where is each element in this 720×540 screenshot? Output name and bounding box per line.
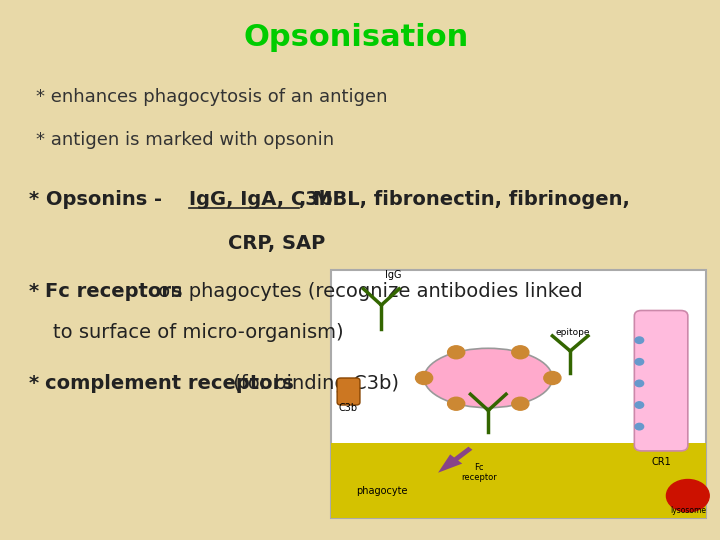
Text: epitope: epitope (556, 328, 590, 336)
Text: phagocyte: phagocyte (356, 487, 408, 496)
FancyBboxPatch shape (634, 310, 688, 451)
Text: IgG, IgA, C3b: IgG, IgA, C3b (189, 190, 333, 210)
FancyBboxPatch shape (331, 270, 706, 518)
Text: * antigen is marked with opsonin: * antigen is marked with opsonin (35, 131, 334, 150)
Circle shape (635, 423, 644, 430)
Circle shape (635, 337, 644, 343)
Text: CR1: CR1 (652, 457, 671, 467)
Circle shape (448, 397, 464, 410)
Text: * Opsonins -: * Opsonins - (29, 190, 168, 210)
Circle shape (635, 359, 644, 365)
Text: complement receptors: complement receptors (45, 374, 294, 393)
Text: * enhances phagocytosis of an antigen: * enhances phagocytosis of an antigen (35, 88, 387, 106)
Ellipse shape (424, 348, 552, 408)
FancyArrow shape (438, 447, 472, 472)
Circle shape (667, 480, 709, 512)
Text: *: * (29, 282, 45, 301)
Circle shape (512, 397, 529, 410)
FancyBboxPatch shape (337, 378, 360, 405)
Text: lysosome: lysosome (670, 506, 706, 515)
Text: on phagocytes (recognize antibodies linked: on phagocytes (recognize antibodies link… (152, 282, 582, 301)
Text: IgG: IgG (385, 271, 401, 280)
Circle shape (415, 372, 433, 384)
Text: Fc receptors: Fc receptors (45, 282, 182, 301)
Text: *: * (29, 374, 45, 393)
Circle shape (512, 346, 529, 359)
Bar (331, 443, 706, 518)
Text: CRP, SAP: CRP, SAP (228, 233, 325, 253)
Circle shape (635, 402, 644, 408)
Text: Fc
receptor: Fc receptor (461, 463, 497, 482)
Circle shape (635, 380, 644, 387)
Text: , MBL, fibronectin, fibrinogen,: , MBL, fibronectin, fibrinogen, (300, 190, 630, 210)
Text: (for binding C3b): (for binding C3b) (227, 374, 399, 393)
Text: Opsonisation: Opsonisation (244, 23, 469, 52)
Text: to surface of micro-organism): to surface of micro-organism) (53, 322, 344, 342)
Circle shape (448, 346, 464, 359)
Circle shape (544, 372, 561, 384)
Text: C3b: C3b (338, 403, 358, 413)
